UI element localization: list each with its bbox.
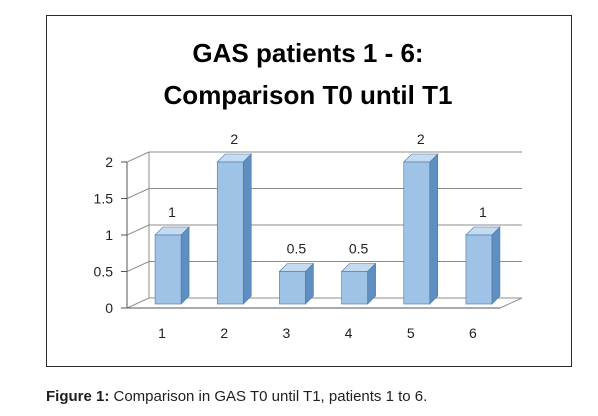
- axes: [121, 161, 523, 309]
- figure-caption-text: Comparison in GAS T0 until T1, patients …: [109, 388, 428, 405]
- data-label: 2: [230, 131, 238, 147]
- bar-side: [242, 153, 252, 305]
- bar: [403, 161, 431, 305]
- labels: 0 0.5 1 1.5 2 1 1 2 2 0.5 3 0.5 4 2 5 1 6: [94, 131, 487, 341]
- bars: [154, 153, 501, 305]
- figure-caption: Figure 1: Comparison in GAS T0 until T1,…: [46, 388, 427, 405]
- y-tick-label: 1: [105, 227, 113, 243]
- x-tick-label: 6: [469, 325, 477, 341]
- floor-edge: [499, 297, 523, 309]
- gridline-diagonal: [126, 261, 150, 272]
- bar: [154, 234, 182, 305]
- data-label: 1: [168, 204, 176, 220]
- gridline-diagonal: [126, 151, 150, 163]
- y-tick-label: 2: [105, 154, 113, 170]
- x-tick-label: 1: [158, 325, 166, 341]
- bar: [216, 161, 244, 305]
- y-tick-label: 0: [105, 300, 113, 316]
- gridline-diagonal: [126, 224, 150, 236]
- x-tick-label: 3: [283, 325, 291, 341]
- x-tick-label: 2: [220, 325, 228, 341]
- bar-side: [491, 226, 501, 305]
- data-label: 0.5: [349, 241, 369, 257]
- y-tick-label: 0.5: [94, 264, 114, 280]
- gridline-diagonal: [126, 188, 150, 199]
- bar-side: [180, 226, 190, 305]
- gridlines: [126, 151, 522, 309]
- bar: [465, 234, 493, 305]
- chart-title-line-2: Comparison T0 until T1: [164, 80, 453, 110]
- chart-title: GAS patients 1 - 6: Comparison T0 until …: [164, 38, 453, 110]
- bar: [341, 271, 368, 305]
- x-tick-label: 5: [407, 325, 415, 341]
- bar: [279, 271, 306, 305]
- data-label: 1: [479, 204, 487, 220]
- gridline-diagonal: [126, 297, 150, 309]
- x-tick-label: 4: [345, 325, 353, 341]
- y-tick-label: 1.5: [94, 191, 114, 207]
- figure-caption-label: Figure 1:: [46, 388, 110, 405]
- bar-side: [429, 153, 439, 305]
- data-label: 0.5: [287, 241, 307, 257]
- data-label: 2: [417, 131, 425, 147]
- chart-title-line-1: GAS patients 1 - 6:: [192, 38, 423, 68]
